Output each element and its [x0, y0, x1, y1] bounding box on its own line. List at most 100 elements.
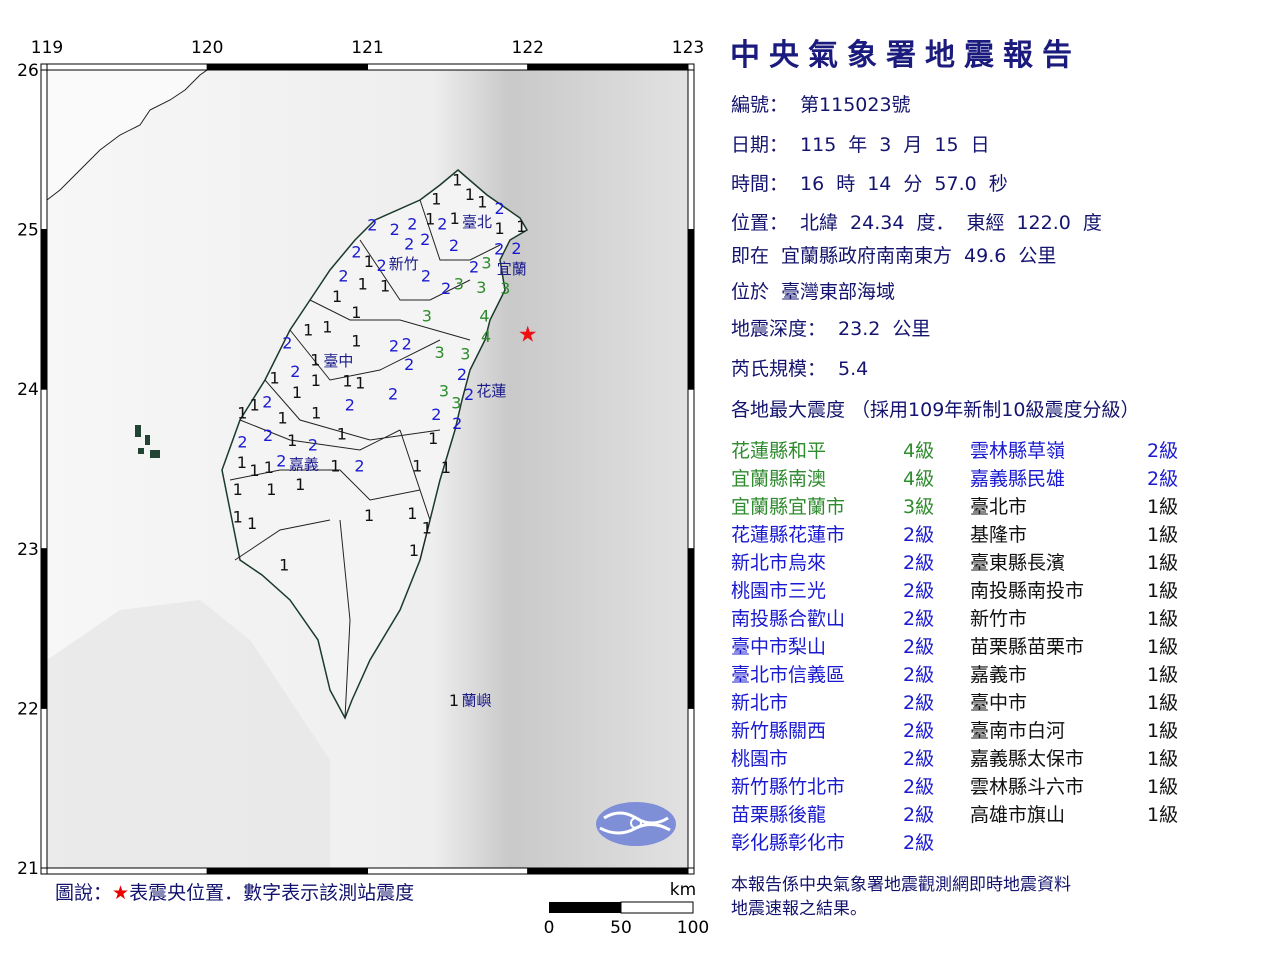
intensity-level: 1級 [1147, 580, 1179, 602]
scale-label: 100 [677, 918, 709, 938]
report-relative: 即在 宜蘭縣政府南南東方 49.6 公里 [731, 241, 1068, 268]
station-intensity: 2 [282, 333, 292, 352]
station-intensity: 2 [421, 266, 431, 285]
intensity-level: 1級 [1147, 496, 1179, 518]
note-line: 本報告係中央氣象署地震觀測網即時地震資料 [731, 875, 1071, 895]
station-intensity: 1 [266, 480, 276, 499]
frame-segment [40, 388, 48, 550]
station-intensity: 2 [402, 334, 412, 353]
station-intensity: 2 [367, 215, 377, 234]
station-intensity: 1 [303, 321, 313, 340]
scale-bar: km 0 50 100 [544, 880, 710, 938]
unit: 日 [970, 134, 990, 156]
station-intensity: 1 [422, 519, 432, 538]
report-depth: 地震深度： 23.2 公里 [731, 314, 942, 341]
station-intensity: 1 [425, 210, 435, 229]
station-intensity: 1 [332, 287, 342, 306]
intensity-level: 2級 [903, 524, 935, 546]
intensity-level: 2級 [903, 776, 935, 798]
station-intensity: 2 [441, 279, 451, 298]
station-name: 新竹市 [970, 608, 1028, 630]
station-intensity: 2 [338, 267, 348, 286]
station-intensity: 2 [407, 215, 417, 234]
intensity-level: 1級 [1147, 692, 1179, 714]
frame-segment [206, 867, 368, 875]
station-intensity: 2 [351, 242, 361, 261]
value: 第115023號 [800, 94, 911, 116]
lat-tick-label: 21 [17, 859, 39, 875]
label: 位置： [731, 212, 789, 234]
frame-segment [367, 63, 529, 71]
intensity-level: 2級 [1147, 440, 1179, 462]
station-intensity: 2 [276, 452, 286, 471]
station-intensity: 2 [495, 199, 505, 218]
lon-label: 東經 [966, 212, 1005, 234]
station-intensity: 3 [439, 381, 449, 400]
station-intensity: 3 [451, 393, 461, 412]
station-intensity: 2 [354, 456, 364, 475]
station-intensity: 1 [407, 504, 417, 523]
station-intensity: 2 [469, 258, 479, 277]
station-intensity: 2 [452, 414, 462, 433]
station-name: 新北市 [731, 692, 789, 714]
day: 15 [934, 134, 959, 156]
lat-tick-label: 25 [17, 221, 39, 241]
place-label: 蘭嶼 [461, 691, 491, 709]
station-intensity: 1 [364, 506, 374, 525]
report-number: 編號： 第115023號 [731, 90, 923, 117]
station-name: 桃園市三光 [731, 580, 827, 602]
station-intensity: 1 [364, 252, 374, 271]
intensity-level: 2級 [903, 580, 935, 602]
frame-segment [40, 548, 48, 709]
report-time: 時間： 16 時 14 分 57.0 秒 [731, 169, 1020, 196]
station-intensity: 1 [495, 219, 505, 238]
value: 5.4 [838, 358, 869, 380]
frame-segment [206, 63, 368, 71]
station-name: 嘉義縣太保市 [970, 748, 1085, 770]
station-intensity: 3 [460, 344, 470, 363]
station-intensity: 1 [449, 691, 459, 710]
station-name: 苗栗縣苗栗市 [970, 636, 1085, 658]
map-legend: 圖說：★表震央位置．數字表示該測站震度 [55, 878, 414, 905]
prefix: 位於 [731, 281, 770, 303]
station-intensity: 2 [290, 362, 300, 381]
lat-tick-label: 23 [17, 540, 39, 560]
station-intensity: 1 [295, 475, 305, 494]
station-name: 彰化縣彰化市 [731, 832, 846, 854]
station-intensity: 1 [342, 371, 352, 390]
intensity-level: 2級 [903, 720, 935, 742]
station-intensity: 2 [431, 405, 441, 424]
intensity-level: 1級 [1147, 664, 1179, 686]
cwa-logo [596, 802, 676, 846]
scale-unit: km [670, 880, 696, 900]
lat-tick-label: 26 [17, 61, 39, 81]
station-name: 新竹縣竹北市 [731, 776, 846, 798]
station-intensity: 1 [264, 458, 274, 477]
station-name: 臺中市梨山 [731, 636, 827, 658]
value: 23.2 [838, 318, 881, 340]
penghu-islands [135, 425, 160, 458]
label: 時間： [731, 173, 789, 195]
frame-segment [46, 867, 208, 875]
station-intensity: 2 [511, 239, 521, 258]
station-intensity: 2 [457, 365, 467, 384]
station-intensity: 1 [337, 424, 347, 443]
station-intensity: 3 [422, 306, 432, 325]
station-intensity: 1 [287, 431, 297, 450]
station-name: 南投縣合歡山 [731, 608, 846, 630]
station-intensity: 1 [431, 190, 441, 209]
second: 57.0 [934, 173, 977, 195]
station-intensity: 1 [322, 318, 332, 337]
month: 3 [879, 134, 892, 156]
station-name: 雲林縣斗六市 [970, 776, 1085, 798]
intensity-level: 1級 [1147, 804, 1179, 826]
scale-label: 0 [544, 918, 555, 938]
lat: 24.34 [850, 212, 905, 234]
lon-tick-label: 121 [351, 38, 383, 58]
station-name: 臺東縣長濱 [970, 552, 1066, 574]
station-intensity: 2 [262, 393, 272, 412]
station-name: 新竹縣關西 [731, 720, 827, 742]
place-label: 臺北 [462, 213, 492, 231]
